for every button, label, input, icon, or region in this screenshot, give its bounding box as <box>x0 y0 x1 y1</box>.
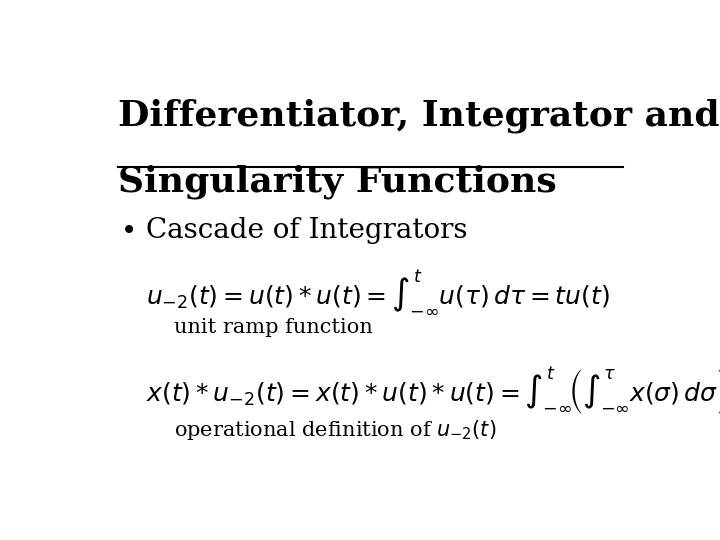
Text: operational definition of $u_{-2}(t)$: operational definition of $u_{-2}(t)$ <box>174 418 496 442</box>
Text: Cascade of Integrators: Cascade of Integrators <box>145 217 467 244</box>
Text: Differentiator, Integrator and: Differentiator, Integrator and <box>118 98 719 132</box>
Text: $u_{-2}(t) = u(t)*u(t) = \int_{-\infty}^{t} u(\tau)\, d\tau = tu(t)$: $u_{-2}(t) = u(t)*u(t) = \int_{-\infty}^… <box>145 268 609 316</box>
Text: •: • <box>121 217 137 245</box>
Text: unit ramp function: unit ramp function <box>174 319 372 338</box>
Text: $x(t)*u_{-2}(t) = x(t)*u(t)*u(t) = \int_{-\infty}^{t}\!\left(\int_{-\infty}^{\ta: $x(t)*u_{-2}(t) = x(t)*u(t)*u(t) = \int_… <box>145 366 720 417</box>
Text: Singularity Functions: Singularity Functions <box>118 165 557 199</box>
